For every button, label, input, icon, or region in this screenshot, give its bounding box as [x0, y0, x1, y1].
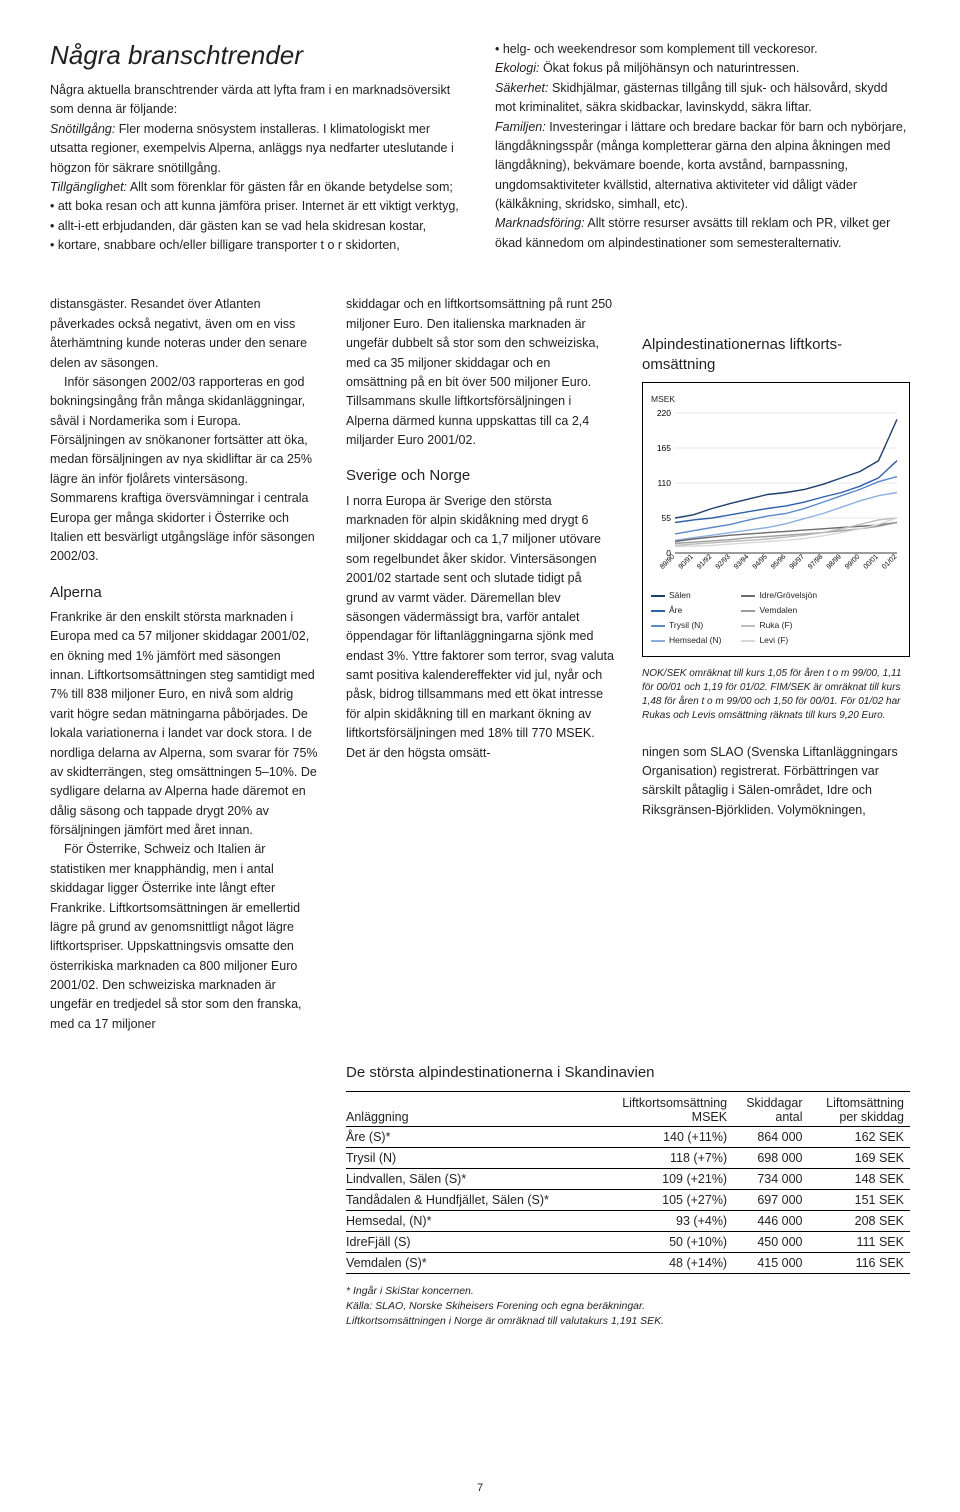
subhead-alperna: Alperna	[50, 581, 318, 604]
col-liftkorts: LiftkortsomsättningMSEK	[599, 1092, 733, 1127]
table-row: Trysil (N)118 (+7%)698 000169 SEK	[346, 1148, 910, 1169]
legend-item: Levi (F)	[741, 634, 817, 647]
legend-item: Vemdalen	[741, 604, 817, 617]
chart-container: Alpindestinationernas liftkorts­omsättni…	[642, 335, 910, 722]
svg-text:00/01: 00/01	[863, 553, 880, 570]
chart-title: Alpindestinationernas liftkorts­omsättni…	[642, 335, 910, 374]
subhead-sverige-norge: Sverige och Norge	[346, 464, 614, 487]
destinations-table-section: De största alpindestinationerna i Skandi…	[346, 1064, 910, 1328]
destinations-table: Anläggning LiftkortsomsättningMSEK Skidd…	[346, 1091, 910, 1274]
col2-p1: skiddagar och en liftkortsomsättning på …	[346, 295, 614, 450]
bullet-item: allt-i-ett erbjudanden, där gästen kan s…	[50, 217, 465, 236]
column-1: distansgäster. Resandet över Atlanten på…	[50, 295, 318, 1034]
term-familjen-para: Familjen: Investeringar i lättare och br…	[495, 118, 910, 215]
term-marknadsf-para: Marknadsföring: Allt större resurser avs…	[495, 214, 910, 253]
term-ekologi-para: Ekologi: Ökat fokus på miljöhänsyn och n…	[495, 59, 910, 78]
table-row: Åre (S)*140 (+11%)864 000162 SEK	[346, 1127, 910, 1148]
term-tillganglighet: Tillgänglighet:	[50, 180, 127, 194]
table-title: De största alpindestinationerna i Skandi…	[346, 1064, 910, 1081]
page-number: 7	[0, 1482, 960, 1494]
line-chart: 22016511055089/9090/9191/9292/9393/9494/…	[651, 407, 901, 577]
term-ekologi: Ekologi:	[495, 61, 539, 75]
col-peromsattning: Liftomsättningper skiddag	[809, 1092, 911, 1127]
snotillgang-para: Snötillgång: Fler moderna snösystem inst…	[50, 120, 465, 178]
svg-text:01/02: 01/02	[881, 553, 898, 570]
legend-item: Åre	[651, 604, 721, 617]
term-marknadsforing: Marknadsföring:	[495, 216, 585, 230]
svg-text:92/93: 92/93	[715, 553, 732, 570]
chart-caption: NOK/SEK omräknat till kurs 1,05 för åren…	[642, 667, 910, 723]
svg-text:94/95: 94/95	[752, 553, 769, 570]
top-trends-section: Några branschtrender Några aktuella bran…	[50, 40, 910, 255]
bullet-item: att boka resan och att kunna jämföra pri…	[50, 197, 465, 216]
col1-p2: Inför säsongen 2002/03 rapporteras en go…	[50, 373, 318, 567]
term-familjen: Familjen:	[495, 120, 546, 134]
col1-p1: distansgäster. Resandet över Atlanten på…	[50, 295, 318, 373]
bullet-item: kortare, snabbare och/eller billigare tr…	[50, 236, 465, 255]
intro-lead: Några aktuella branschtrender värda att …	[50, 81, 465, 120]
tillganglighet-para: Tillgänglighet: Allt som förenklar för g…	[50, 178, 465, 197]
table-row: Hemsedal, (N)*93 (+4%)446 000208 SEK	[346, 1211, 910, 1232]
top-left-column: Några branschtrender Några aktuella bran…	[50, 40, 465, 255]
svg-text:110: 110	[657, 478, 671, 488]
svg-text:93/94: 93/94	[733, 553, 750, 570]
legend-item: Idre/Grövelsjön	[741, 589, 817, 602]
svg-text:90/91: 90/91	[678, 553, 695, 570]
svg-text:165: 165	[657, 443, 671, 453]
table-footnote: * Ingår i SkiStar koncernen.Källa: SLAO,…	[346, 1284, 910, 1328]
legend-item: Trysil (N)	[651, 619, 721, 632]
col-skiddagar: Skiddagarantal	[733, 1092, 808, 1127]
top-right-column: helg- och weekendresor som komplement ti…	[495, 40, 910, 255]
bullet-item: helg- och weekendresor som komplement ti…	[495, 40, 910, 59]
svg-text:98/99: 98/99	[826, 553, 843, 570]
legend-item: Hemsedal (N)	[651, 634, 721, 647]
column-3: Alpindestinationernas liftkorts­omsättni…	[642, 295, 910, 1034]
table-row: Tandådalen & Hundfjället, Sälen (S)*105 …	[346, 1190, 910, 1211]
col1-p4: För Österrike, Schweiz och Italien är st…	[50, 840, 318, 1034]
term-sakerhet: Säkerhet:	[495, 81, 549, 95]
svg-text:55: 55	[662, 513, 672, 523]
col3-tail: ningen som SLAO (Svenska Liftanläggning­…	[642, 743, 910, 821]
table-row: IdreFjäll (S)50 (+10%)450 000111 SEK	[346, 1232, 910, 1253]
trend-bullets-right: helg- och weekendresor som komplement ti…	[495, 40, 910, 59]
chart-ylabel: MSEK	[651, 393, 901, 406]
legend-item: Sälen	[651, 589, 721, 602]
table-header-row: Anläggning LiftkortsomsättningMSEK Skidd…	[346, 1092, 910, 1127]
term-sakerhet-para: Säkerhet: Skidhjälmar, gästernas tillgån…	[495, 79, 910, 118]
term-snotillgang: Snötillgång:	[50, 122, 115, 136]
column-2: skiddagar och en liftkortsomsättning på …	[346, 295, 614, 1034]
svg-text:91/92: 91/92	[696, 553, 713, 570]
chart-legend: Sälen Åre Trysil (N) Hemsedal (N) Idre/Gröv…	[651, 589, 901, 648]
svg-text:95/96: 95/96	[770, 553, 787, 570]
svg-text:96/97: 96/97	[789, 553, 806, 570]
section-headline: Några branschtrender	[50, 40, 465, 71]
trend-bullets: att boka resan och att kunna jämföra pri…	[50, 197, 465, 255]
svg-text:89/90: 89/90	[659, 553, 676, 570]
svg-text:97/98: 97/98	[807, 553, 824, 570]
table-row: Lindvallen, Sälen (S)*109 (+21%)734 0001…	[346, 1169, 910, 1190]
svg-text:99/00: 99/00	[844, 553, 861, 570]
chart-frame: MSEK 22016511055089/9090/9191/9292/9393/…	[642, 382, 910, 656]
col1-p3: Frankrike är den enskilt största marknad…	[50, 608, 318, 841]
legend-item: Ruka (F)	[741, 619, 817, 632]
table-row: Vemdalen (S)*48 (+14%)415 000116 SEK	[346, 1253, 910, 1274]
col-anlaggning: Anläggning	[346, 1092, 599, 1127]
col2-p2: I norra Europa är Sverige den största ma…	[346, 492, 614, 763]
tillganglighet-text: Allt som förenklar för gästen får en öka…	[127, 180, 453, 194]
svg-text:220: 220	[657, 408, 671, 418]
main-columns: distansgäster. Resandet över Atlanten på…	[50, 295, 910, 1034]
